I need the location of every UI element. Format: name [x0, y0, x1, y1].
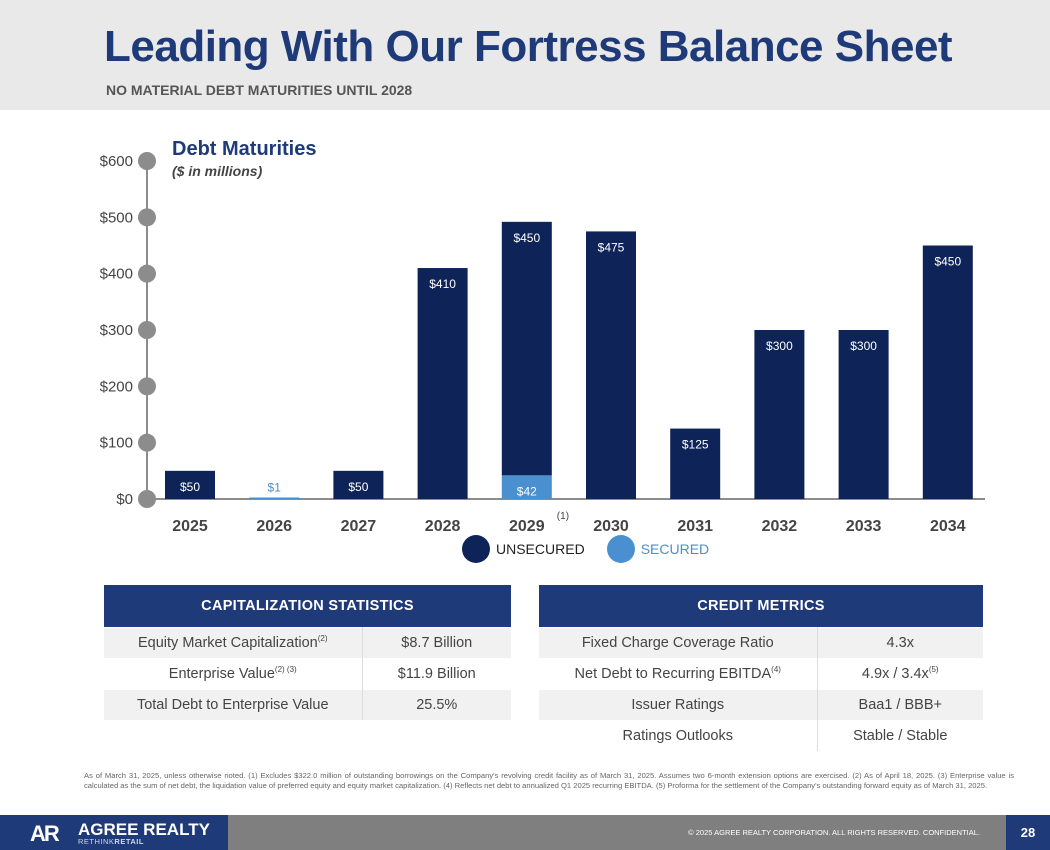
x-tick-label-2032: 2032 — [762, 518, 798, 535]
y-tick-label: $0 — [116, 491, 133, 508]
bar-label-unsecured-2031: $125 — [682, 438, 709, 452]
capitalization-row-value: $11.9 Billion — [362, 657, 511, 689]
x-tick-label-2025: 2025 — [172, 518, 208, 535]
y-tick-label: $400 — [100, 266, 133, 283]
credit-metrics-row-value: Stable / Stable — [817, 719, 983, 751]
page-title: Leading With Our Fortress Balance Sheet — [104, 22, 953, 71]
credit-metrics-heading: CREDIT METRICS — [539, 585, 983, 627]
chart-title: Debt Maturities — [172, 138, 316, 160]
y-tick-label: $500 — [100, 209, 133, 226]
chart-legend: UNSECURED SECURED — [462, 535, 723, 563]
bar-secured-2029 — [501, 475, 552, 499]
capitalization-heading: CAPITALIZATION STATISTICS — [104, 585, 511, 627]
y-tick-marker — [138, 152, 156, 170]
credit-metrics-table: CREDIT METRICS Fixed Charge Coverage Rat… — [539, 585, 983, 751]
bar-unsecured-2031 — [670, 428, 721, 499]
logo-name: AGREE REALTY — [78, 820, 210, 839]
header-band: Leading With Our Fortress Balance Sheet … — [0, 0, 1050, 110]
bar-label-unsecured-2027: $50 — [348, 480, 368, 494]
capitalization-row-label: Equity Market Capitalization(2) — [104, 626, 363, 658]
credit-metrics-row-label: Fixed Charge Coverage Ratio — [539, 626, 818, 658]
bar-label-unsecured-2028: $410 — [429, 277, 456, 291]
legend-item-unsecured: UNSECURED — [462, 535, 585, 563]
x-tick-label-2028: 2028 — [425, 518, 461, 535]
page-number: 28 — [1006, 815, 1050, 850]
credit-metrics-row-value: 4.9x / 3.4x(5) — [817, 657, 983, 689]
capitalization-table: CAPITALIZATION STATISTICS Equity Market … — [104, 585, 511, 720]
bar-unsecured-2028 — [417, 268, 468, 499]
x-tick-note-2029: (1) — [557, 511, 569, 522]
x-tick-label-2026: 2026 — [256, 518, 292, 535]
capitalization-row-label: Enterprise Value(2) (3) — [104, 657, 363, 689]
capitalization-row-value: $8.7 Billion — [362, 626, 511, 658]
credit-metrics-row: Issuer Ratings Baa1 / BBB+ — [539, 688, 983, 720]
logo-tagline: RETHINKRETAIL — [78, 837, 144, 846]
bar-label-unsecured-2030: $475 — [598, 240, 625, 254]
y-tick-label: $300 — [100, 322, 133, 339]
x-tick-label-2030: 2030 — [593, 518, 629, 535]
footer-bar: AR AGREE REALTY RETHINKRETAIL © 2025 AGR… — [0, 815, 1050, 850]
credit-metrics-row-label: Issuer Ratings — [539, 688, 818, 720]
capitalization-row: Total Debt to Enterprise Value 25.5% — [104, 688, 511, 720]
legend-item-secured: SECURED — [606, 535, 710, 563]
bar-unsecured-2032 — [754, 330, 805, 499]
bar-label-unsecured-2033: $300 — [850, 339, 877, 353]
company-logo: AR AGREE REALTY RETHINKRETAIL — [0, 815, 228, 850]
capitalization-row-note: (2) (3) — [274, 665, 297, 675]
logo-tagline-light: RETHINK — [78, 837, 115, 846]
bar-unsecured-2029 — [501, 221, 552, 476]
x-tick-label-2033: 2033 — [846, 518, 882, 535]
chart-subtitle: ($ in millions) — [172, 163, 263, 179]
bar-unsecured-2034 — [922, 245, 973, 499]
credit-metrics-row-note: (4) — [771, 665, 781, 675]
legend-swatch-unsecured — [462, 535, 490, 563]
legend-label-secured: SECURED — [640, 541, 710, 557]
y-tick-marker — [138, 490, 156, 508]
bar-label-secured-2029: $42 — [517, 484, 537, 498]
debt-maturities-chart: Debt Maturities ($ in millions) $0 $100 $2… — [100, 138, 985, 535]
capitalization-row: Enterprise Value(2) (3) $11.9 Billion — [104, 657, 511, 689]
bar-unsecured-2033 — [838, 330, 889, 499]
y-tick-marker — [138, 264, 156, 283]
bar-label-secured-2026: $1 — [268, 481, 282, 495]
y-tick-label: $600 — [100, 153, 133, 170]
bar-label-unsecured-2029: $450 — [513, 231, 540, 245]
footnote: As of March 31, 2025, unless otherwise n… — [84, 771, 1014, 790]
credit-metrics-row: Net Debt to Recurring EBITDA(4) 4.9x / 3.… — [539, 657, 983, 689]
credit-metrics-row-value-note: (5) — [928, 665, 939, 675]
credit-metrics-row: Ratings Outlooks Stable / Stable — [539, 719, 983, 751]
bar-label-unsecured-2032: $300 — [766, 339, 793, 353]
logo-tagline-bold: RETAIL — [114, 837, 144, 846]
legend-label-unsecured: UNSECURED — [496, 541, 585, 557]
bar-secured-2026 — [249, 497, 300, 499]
capitalization-row-note: (2) — [317, 634, 328, 644]
credit-metrics-row-label: Net Debt to Recurring EBITDA(4) — [539, 657, 818, 689]
y-tick-label: $100 — [100, 435, 133, 452]
y-tick-marker — [138, 208, 156, 227]
bar-unsecured-2030 — [586, 231, 636, 499]
capitalization-row-value: 25.5% — [362, 688, 511, 720]
credit-metrics-row-value: Baa1 / BBB+ — [817, 688, 983, 720]
credit-metrics-row-label: Ratings Outlooks — [539, 719, 818, 751]
x-tick-label-2034: 2034 — [930, 518, 966, 535]
y-tick-marker — [138, 321, 156, 339]
y-tick-label: $200 — [100, 378, 133, 395]
y-tick-marker — [138, 433, 156, 452]
x-tick-label-2027: 2027 — [341, 518, 377, 535]
bar-unsecured-2027 — [333, 470, 384, 499]
x-tick-label-2029: 2029 — [509, 518, 545, 535]
capitalization-row: Equity Market Capitalization(2) $8.7 Bill… — [104, 626, 511, 658]
page-subtitle: NO MATERIAL DEBT MATURITIES UNTIL 2028 — [106, 82, 413, 98]
x-tick-label-2031: 2031 — [677, 518, 713, 535]
logo-mark: AR — [30, 821, 60, 846]
bar-unsecured-2025 — [165, 470, 215, 499]
copyright-text: © 2025 AGREE REALTY CORPORATION. ALL RIG… — [688, 828, 980, 837]
bar-label-unsecured-2034: $450 — [934, 255, 961, 269]
credit-metrics-row: Fixed Charge Coverage Ratio 4.3x — [539, 626, 983, 658]
capitalization-row-label: Total Debt to Enterprise Value — [104, 688, 363, 720]
legend-swatch-secured — [606, 535, 635, 563]
bar-label-unsecured-2025: $50 — [180, 480, 200, 494]
y-tick-marker — [138, 377, 156, 396]
credit-metrics-row-value: 4.3x — [817, 626, 983, 658]
